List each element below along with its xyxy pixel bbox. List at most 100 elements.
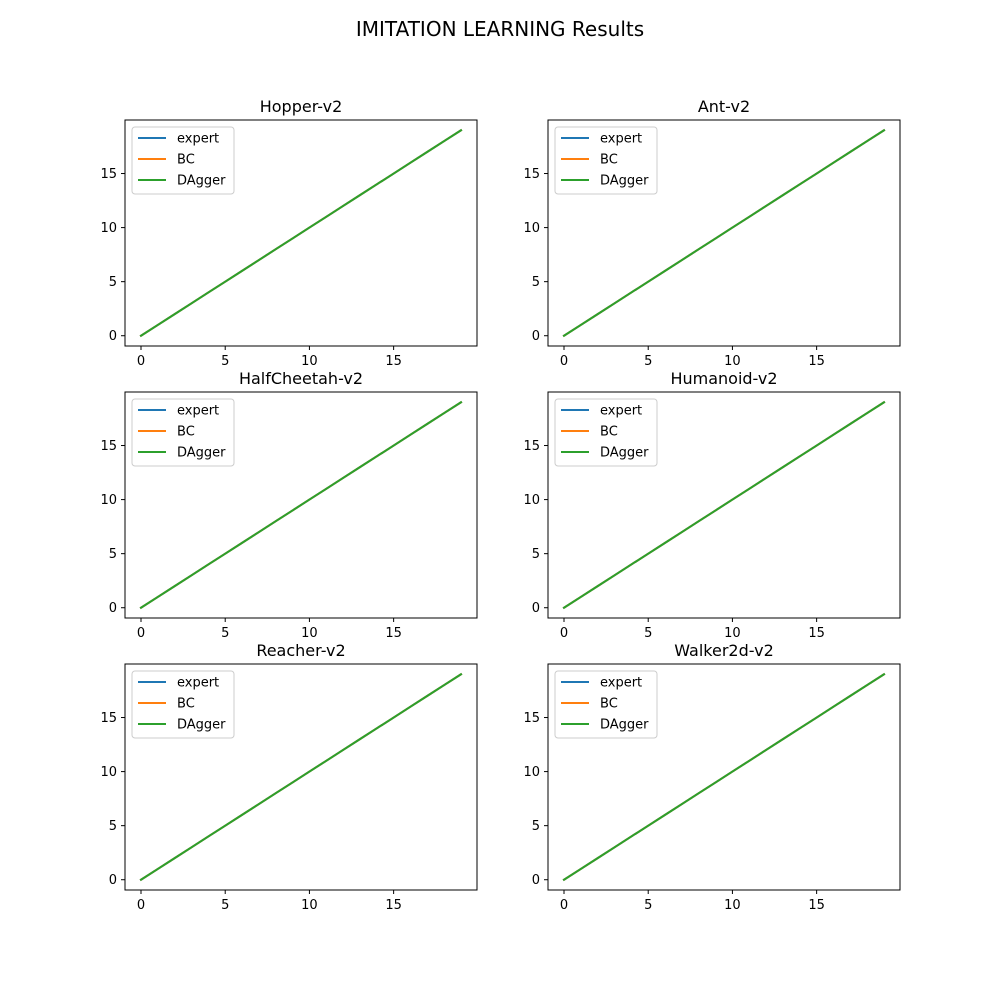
panel-walker2d-v2-y-tick-label: 10 [523, 765, 540, 780]
panel-ant-v2-legend: expert BC DAgger [554, 126, 658, 195]
panel-hopper-v2-y-tick-label: 0 [109, 329, 117, 344]
panel-halfcheetah-v2-y-tick-label: 10 [100, 493, 117, 508]
panel-ant-v2-y-tick-label: 5 [532, 275, 540, 290]
panel-humanoid-v2-legend-label-dagger: DAgger [600, 446, 649, 461]
panel-humanoid-v2-x-tick-label: 5 [644, 626, 652, 641]
panel-hopper-v2-legend-label-expert: expert [177, 132, 219, 147]
panel-reacher-v2-series-dagger-line [139, 672, 463, 882]
panel-humanoid-v2-legend: expert BC DAgger [554, 398, 658, 467]
panel-walker2d-v2-y-tick-label: 15 [523, 711, 540, 726]
panel-halfcheetah-v2-legend-box [131, 398, 235, 467]
panel-walker2d-v2-x-tick-label: 0 [560, 898, 568, 913]
panel-hopper-v2-legend: expert BC DAgger [131, 126, 235, 195]
panel-ant-v2-x-tick-label: 10 [724, 354, 741, 369]
panel-hopper-v2-axes-frame [124, 119, 478, 347]
panel-humanoid-v2-x-tick-label: 15 [808, 626, 825, 641]
subplot-grid: Hopper-v2 0 5 10 15 0 5 10 15 expert BC DAgger Ant-v… [100, 97, 901, 913]
panel-walker2d-v2-x-tick-label: 10 [724, 898, 741, 913]
panel-halfcheetah-v2-y-tick-label: 0 [109, 601, 117, 616]
panel-hopper-v2-legend-label-bc: BC [177, 153, 195, 168]
panel-walker2d-v2-series-dagger-line [562, 672, 886, 882]
panel-halfcheetah-v2-legend: expert BC DAgger [131, 398, 235, 467]
panel-humanoid-v2-series-dagger-line [562, 400, 886, 610]
panel-hopper-v2-x-tick-label: 0 [137, 354, 145, 369]
figure-title: IMITATION LEARNING Results [356, 17, 644, 41]
panel-walker2d-v2-axes-frame [547, 663, 901, 891]
panel-hopper-v2: Hopper-v2 0 5 10 15 0 5 10 15 expert BC DAgger [100, 97, 478, 369]
panel-hopper-v2-title: Hopper-v2 [260, 97, 343, 116]
panel-humanoid-v2-title: Humanoid-v2 [670, 369, 777, 388]
panel-reacher-v2-x-tick-label: 0 [137, 898, 145, 913]
panel-hopper-v2-legend-label-dagger: DAgger [177, 174, 226, 189]
panel-reacher-v2-x-tick-label: 10 [301, 898, 318, 913]
panel-walker2d-v2-legend-label-dagger: DAgger [600, 718, 649, 733]
panel-halfcheetah-v2-legend-label-expert: expert [177, 404, 219, 419]
panel-ant-v2-y-tick-label: 0 [532, 329, 540, 344]
panel-humanoid-v2: Humanoid-v2 0 5 10 15 0 5 10 15 expert BC DAgger [523, 369, 901, 641]
panel-ant-v2-x-tick-label: 5 [644, 354, 652, 369]
panel-humanoid-v2-y-tick-label: 15 [523, 439, 540, 454]
panel-halfcheetah-v2: HalfCheetah-v2 0 5 10 15 0 5 10 15 expert BC DAgger [100, 369, 478, 641]
panel-walker2d-v2-x-tick-label: 15 [808, 898, 825, 913]
panel-reacher-v2-x-tick-label: 5 [221, 898, 229, 913]
panel-reacher-v2-x-tick-label: 15 [385, 898, 402, 913]
panel-humanoid-v2-y-tick-label: 0 [532, 601, 540, 616]
panel-ant-v2-legend-label-expert: expert [600, 132, 642, 147]
panel-reacher-v2-legend: expert BC DAgger [131, 670, 235, 739]
panel-halfcheetah-v2-series-dagger-line [139, 400, 463, 610]
panel-reacher-v2-legend-box [131, 670, 235, 739]
panel-reacher-v2-y-tick-label: 15 [100, 711, 117, 726]
panel-walker2d-v2-legend-box [554, 670, 658, 739]
panel-ant-v2-title: Ant-v2 [698, 97, 750, 116]
panel-reacher-v2-title: Reacher-v2 [256, 641, 345, 660]
panel-humanoid-v2-axes-frame [547, 391, 901, 619]
panel-hopper-v2-series-dagger-line [139, 128, 463, 338]
panel-hopper-v2-x-tick-label: 15 [385, 354, 402, 369]
panel-hopper-v2-legend-box [131, 126, 235, 195]
panel-hopper-v2-x-tick-label: 10 [301, 354, 318, 369]
panel-humanoid-v2-x-tick-label: 10 [724, 626, 741, 641]
panel-reacher-v2-legend-label-bc: BC [177, 697, 195, 712]
panel-walker2d-v2-title: Walker2d-v2 [674, 641, 774, 660]
panel-reacher-v2-y-tick-label: 0 [109, 873, 117, 888]
panel-humanoid-v2-legend-box [554, 398, 658, 467]
panel-hopper-v2-x-tick-label: 5 [221, 354, 229, 369]
panel-ant-v2-axes-frame [547, 119, 901, 347]
panel-humanoid-v2-x-tick-label: 0 [560, 626, 568, 641]
panel-halfcheetah-v2-y-tick-label: 5 [109, 547, 117, 562]
panel-halfcheetah-v2-y-tick-label: 15 [100, 439, 117, 454]
panel-walker2d-v2-legend: expert BC DAgger [554, 670, 658, 739]
panel-walker2d-v2-legend-label-bc: BC [600, 697, 618, 712]
panel-reacher-v2-y-tick-label: 5 [109, 819, 117, 834]
panel-humanoid-v2-y-tick-label: 5 [532, 547, 540, 562]
panel-ant-v2-legend-label-bc: BC [600, 153, 618, 168]
panel-hopper-v2-y-tick-label: 10 [100, 221, 117, 236]
panel-ant-v2-x-tick-label: 15 [808, 354, 825, 369]
panel-reacher-v2-legend-label-expert: expert [177, 676, 219, 691]
panel-walker2d-v2-x-tick-label: 5 [644, 898, 652, 913]
panel-ant-v2-y-tick-label: 15 [523, 167, 540, 182]
panel-hopper-v2-y-tick-label: 5 [109, 275, 117, 290]
panel-walker2d-v2-y-tick-label: 5 [532, 819, 540, 834]
panel-ant-v2-series-dagger-line [562, 128, 886, 338]
panel-halfcheetah-v2-legend-label-bc: BC [177, 425, 195, 440]
panel-halfcheetah-v2-axes-frame [124, 391, 478, 619]
panel-walker2d-v2-y-tick-label: 0 [532, 873, 540, 888]
panel-ant-v2-legend-label-dagger: DAgger [600, 174, 649, 189]
panel-halfcheetah-v2-x-tick-label: 5 [221, 626, 229, 641]
panel-reacher-v2-y-tick-label: 10 [100, 765, 117, 780]
panel-reacher-v2-legend-label-dagger: DAgger [177, 718, 226, 733]
panel-reacher-v2: Reacher-v2 0 5 10 15 0 5 10 15 expert BC DAgger [100, 641, 478, 913]
panel-ant-v2-x-tick-label: 0 [560, 354, 568, 369]
panel-walker2d-v2: Walker2d-v2 0 5 10 15 0 5 10 15 expert BC DAgger [523, 641, 901, 913]
panel-walker2d-v2-legend-label-expert: expert [600, 676, 642, 691]
panel-ant-v2: Ant-v2 0 5 10 15 0 5 10 15 expert BC DAgger [523, 97, 901, 369]
panel-humanoid-v2-y-tick-label: 10 [523, 493, 540, 508]
panel-halfcheetah-v2-x-tick-label: 10 [301, 626, 318, 641]
panel-humanoid-v2-legend-label-bc: BC [600, 425, 618, 440]
panel-humanoid-v2-legend-label-expert: expert [600, 404, 642, 419]
panel-halfcheetah-v2-x-tick-label: 0 [137, 626, 145, 641]
panel-hopper-v2-y-tick-label: 15 [100, 167, 117, 182]
panel-reacher-v2-axes-frame [124, 663, 478, 891]
